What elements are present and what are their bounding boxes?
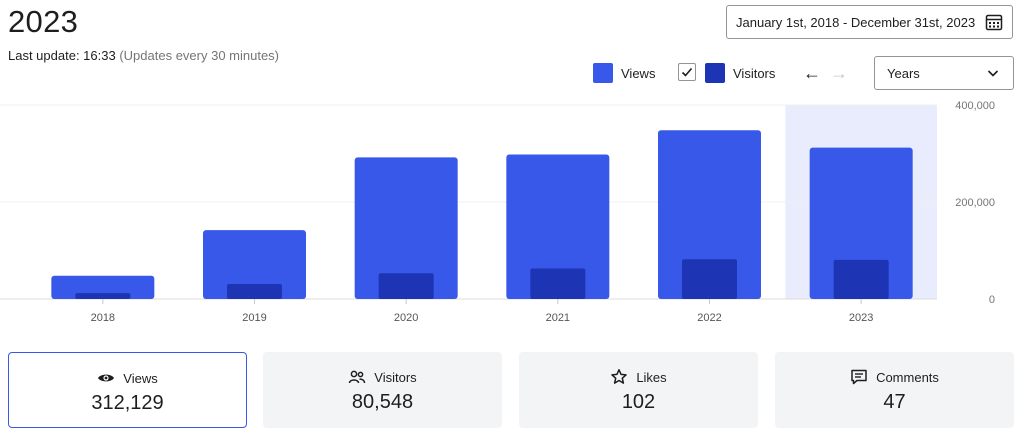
people-icon bbox=[349, 370, 366, 384]
calendar-icon bbox=[985, 14, 1003, 31]
bar-views bbox=[203, 230, 306, 299]
stat-value: 80,548 bbox=[351, 391, 414, 413]
stat-label: Visitors bbox=[374, 369, 417, 385]
stat-value: 47 bbox=[883, 391, 906, 413]
next-period-arrow-icon[interactable]: → bbox=[830, 63, 848, 83]
stat-card-views[interactable]: Views 312,129 bbox=[8, 352, 247, 428]
stat-value: 102 bbox=[621, 391, 656, 413]
star-icon bbox=[611, 369, 628, 384]
bar-visitors bbox=[378, 273, 434, 299]
update-frequency-note: (Updates every 30 minutes) bbox=[119, 48, 280, 63]
chevron-down-icon bbox=[987, 70, 999, 77]
legend-visitors[interactable]: Visitors bbox=[705, 62, 775, 84]
page-title: 2023 bbox=[8, 4, 79, 39]
bar-views bbox=[658, 130, 761, 299]
bar-chart: 0 200,000 400,000 2018 2019 2020 2021 2022 2023 bbox=[0, 100, 995, 324]
eye-icon bbox=[98, 374, 115, 382]
legend-visitors-label: Visitors bbox=[733, 65, 776, 81]
previous-period-arrow-icon[interactable]: ← bbox=[803, 63, 821, 83]
date-range-label: January 1st, 2018 - December 31st, 2023 bbox=[736, 14, 976, 30]
stat-card-visitors[interactable]: Visitors 80,548 bbox=[263, 352, 502, 428]
x-tick-label: 2023 bbox=[849, 312, 873, 324]
stat-card-likes[interactable]: Likes 102 bbox=[519, 352, 758, 428]
visitors-swatch bbox=[705, 63, 725, 83]
bar-visitors bbox=[530, 268, 586, 299]
bar-views bbox=[354, 157, 458, 299]
stat-card-comments[interactable]: Comments 47 bbox=[775, 352, 1014, 428]
y-tick-label: 200,000 bbox=[955, 197, 995, 209]
period-select[interactable]: Years bbox=[874, 56, 1014, 90]
stat-value: 312,129 bbox=[91, 392, 164, 414]
stat-label: Comments bbox=[876, 369, 939, 385]
x-tick-label: 2019 bbox=[242, 312, 266, 324]
views-swatch bbox=[593, 63, 613, 83]
comment-icon bbox=[851, 369, 867, 385]
legend-views: Views bbox=[593, 62, 655, 84]
last-update-time: Last update: 16:33 bbox=[8, 48, 116, 63]
date-range-picker[interactable]: January 1st, 2018 - December 31st, 2023 bbox=[726, 5, 1013, 39]
bar-visitors bbox=[682, 259, 737, 299]
x-tick-label: 2021 bbox=[546, 312, 570, 324]
checkmark-icon bbox=[681, 67, 693, 77]
bar-views bbox=[506, 154, 610, 299]
bar-visitors bbox=[833, 259, 889, 299]
y-tick-label: 400,000 bbox=[955, 100, 995, 112]
x-tick-label: 2022 bbox=[697, 312, 721, 324]
x-tick-label: 2020 bbox=[394, 312, 418, 324]
stat-label: Views bbox=[123, 370, 158, 386]
x-tick-label: 2018 bbox=[91, 312, 115, 324]
bar-views bbox=[51, 275, 155, 299]
last-update-text: Last update: 16:33 (Updates every 30 min… bbox=[8, 48, 279, 63]
bar-visitors bbox=[227, 283, 282, 299]
bar-visitors bbox=[75, 293, 131, 299]
y-tick-label: 0 bbox=[989, 294, 995, 306]
legend-views-label: Views bbox=[621, 65, 656, 81]
stat-label: Likes bbox=[636, 369, 667, 385]
period-select-value: Years bbox=[887, 65, 920, 81]
visitors-toggle-checkbox[interactable] bbox=[678, 63, 696, 81]
